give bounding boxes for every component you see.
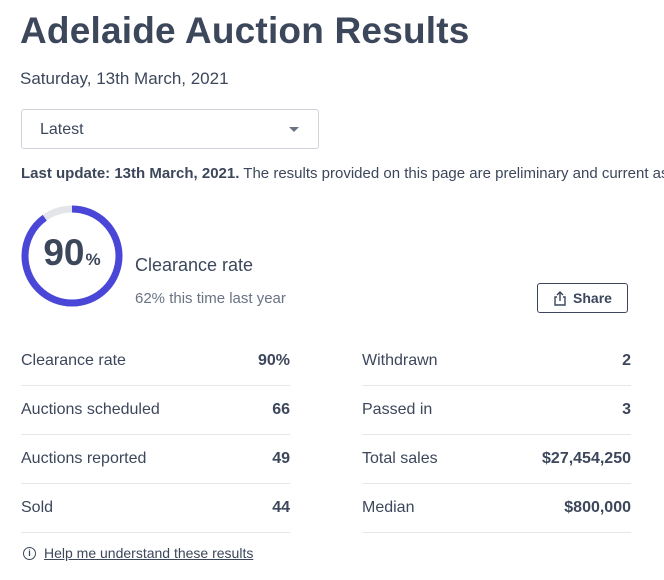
stat-row: Auctions reported 49 bbox=[21, 435, 290, 484]
stat-label: Withdrawn bbox=[362, 352, 438, 369]
share-label: Share bbox=[573, 290, 612, 306]
stat-value: 2 bbox=[622, 352, 631, 369]
stat-row: Clearance rate 90% bbox=[21, 337, 290, 386]
stat-row: Sold 44 bbox=[21, 484, 290, 533]
stats-left-column: Clearance rate 90% Auctions scheduled 66… bbox=[21, 337, 290, 533]
clearance-rate-figure: 90% bbox=[20, 232, 124, 274]
results-period-select[interactable]: Latest bbox=[21, 109, 319, 149]
stat-label: Sold bbox=[21, 499, 54, 516]
stat-label: Median bbox=[362, 499, 415, 516]
stat-value: 44 bbox=[272, 499, 290, 516]
stat-label: Total sales bbox=[362, 450, 438, 467]
stat-label: Auctions reported bbox=[21, 450, 147, 467]
stat-value: 3 bbox=[622, 401, 631, 418]
stat-row: Passed in 3 bbox=[362, 386, 631, 435]
stat-label: Auctions scheduled bbox=[21, 401, 160, 418]
stat-value: 66 bbox=[272, 401, 290, 418]
last-update-text: The results provided on this page are pr… bbox=[239, 165, 664, 182]
help-understand-results[interactable]: i Help me understand these results bbox=[23, 545, 253, 561]
stat-label: Clearance rate bbox=[21, 352, 126, 369]
clearance-rate-number: 90 bbox=[43, 232, 85, 273]
stat-value: $800,000 bbox=[564, 499, 631, 516]
select-value: Latest bbox=[40, 121, 84, 138]
stat-value: 90% bbox=[257, 352, 290, 369]
stat-row: Auctions scheduled 66 bbox=[21, 386, 290, 435]
stat-row: Median $800,000 bbox=[362, 484, 631, 533]
percent-sign: % bbox=[85, 250, 101, 269]
clearance-rate-label: Clearance rate bbox=[135, 255, 254, 275]
clearance-rate-ring bbox=[21, 205, 123, 307]
stat-row: Withdrawn 2 bbox=[362, 337, 631, 386]
auction-date: Saturday, 13th March, 2021 bbox=[20, 69, 229, 88]
stat-value: 49 bbox=[272, 450, 290, 467]
last-update-notice: Last update: 13th March, 2021. The resul… bbox=[21, 165, 664, 182]
last-year-comparison: 62% this time last year bbox=[135, 290, 286, 307]
stat-row: Total sales $27,454,250 bbox=[362, 435, 631, 484]
info-icon: i bbox=[23, 546, 36, 560]
stats-right-column: Withdrawn 2 Passed in 3 Total sales $27,… bbox=[362, 337, 631, 533]
ring-progress bbox=[21, 205, 123, 307]
stat-label: Passed in bbox=[362, 401, 433, 418]
caret-down-icon bbox=[289, 127, 299, 132]
share-icon bbox=[554, 290, 566, 306]
help-link[interactable]: Help me understand these results bbox=[44, 545, 254, 561]
stat-value: $27,454,250 bbox=[542, 450, 631, 467]
page-title: Adelaide Auction Results bbox=[20, 10, 470, 51]
last-update-date: Last update: 13th March, 2021. bbox=[21, 165, 240, 182]
share-button[interactable]: Share bbox=[537, 283, 628, 313]
